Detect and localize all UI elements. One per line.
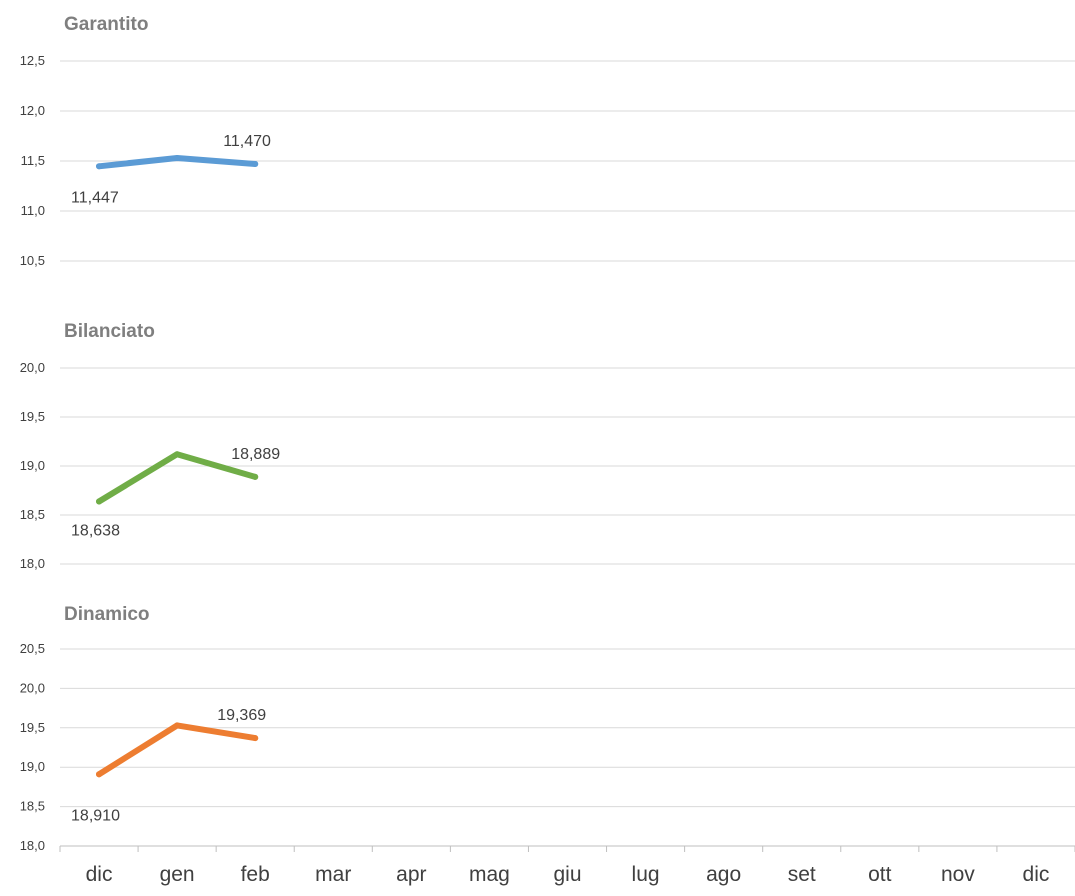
y-tick-label: 18,5 xyxy=(20,799,45,814)
data-point xyxy=(96,771,103,778)
y-tick-label: 20,0 xyxy=(20,360,45,375)
y-tick-label: 12,0 xyxy=(20,103,45,118)
y-tick-label: 18,0 xyxy=(20,556,45,571)
x-tick-label: feb xyxy=(241,863,270,886)
y-tick-label: 19,0 xyxy=(20,759,45,774)
x-tick-label: mag xyxy=(469,863,510,886)
y-tick-label: 11,0 xyxy=(21,203,45,218)
y-tick-label: 19,5 xyxy=(20,720,45,735)
panel-title: Dinamico xyxy=(64,604,150,625)
data-point xyxy=(252,473,259,480)
x-tick-label: apr xyxy=(396,863,426,886)
y-tick-label: 10,5 xyxy=(20,253,45,268)
x-tick-label: ago xyxy=(706,863,741,886)
y-tick-label: 18,0 xyxy=(20,838,45,853)
data-label: 18,910 xyxy=(71,807,120,824)
x-tick-label: gen xyxy=(160,863,195,886)
data-label: 18,889 xyxy=(231,446,280,463)
x-tick-label: dic xyxy=(1023,863,1050,886)
y-tick-label: 18,5 xyxy=(20,507,45,522)
y-tick-label: 19,0 xyxy=(20,458,45,473)
y-tick-label: 20,0 xyxy=(20,680,45,695)
data-point xyxy=(96,498,103,505)
data-point xyxy=(252,161,259,167)
data-label: 18,638 xyxy=(71,522,120,539)
y-tick-label: 12,5 xyxy=(20,53,45,68)
y-tick-label: 20,5 xyxy=(20,641,45,656)
data-point xyxy=(96,163,103,170)
x-tick-label: dic xyxy=(86,863,113,886)
data-label: 19,369 xyxy=(217,707,266,724)
data-label: 11,470 xyxy=(223,133,271,150)
x-tick-label: giu xyxy=(553,863,581,886)
panel-title: Bilanciato xyxy=(64,321,155,342)
x-tick-label: nov xyxy=(941,863,975,886)
x-tick-label: lug xyxy=(632,863,660,886)
x-tick-label: mar xyxy=(315,863,351,886)
x-tick-label: set xyxy=(788,863,816,886)
data-point xyxy=(174,155,181,161)
x-tick-label: ott xyxy=(868,863,892,886)
data-point xyxy=(174,451,181,458)
y-tick-label: 19,5 xyxy=(20,409,45,424)
data-point xyxy=(252,735,259,742)
data-point xyxy=(174,722,181,729)
y-tick-label: 11,5 xyxy=(21,153,45,168)
data-label: 11,447 xyxy=(71,189,119,206)
panel-title: Garantito xyxy=(64,14,148,35)
